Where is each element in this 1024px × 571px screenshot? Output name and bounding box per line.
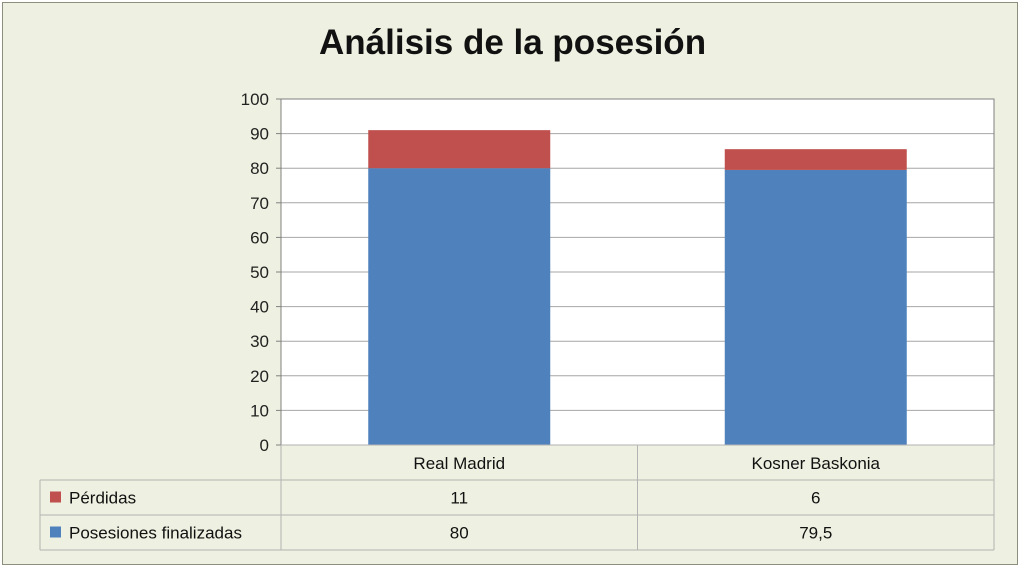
y-tick-label: 100 — [241, 90, 269, 109]
y-tick-label: 90 — [250, 125, 269, 144]
y-tick-label: 70 — [250, 194, 269, 213]
y-tick-label: 80 — [250, 159, 269, 178]
bar — [724, 149, 907, 170]
bar — [368, 168, 551, 445]
table-value: 79,5 — [799, 524, 832, 543]
legend-series-name: Posesiones finalizadas — [69, 524, 242, 543]
table-value: 11 — [450, 489, 468, 508]
y-tick-label: 30 — [250, 332, 269, 351]
table-value: 80 — [450, 524, 469, 543]
bar — [368, 130, 551, 169]
legend-series-name: Pérdidas — [69, 489, 136, 508]
y-tick-label: 40 — [250, 298, 269, 317]
legend-swatch — [50, 526, 61, 538]
y-tick-label: 20 — [250, 367, 269, 386]
category-label: Kosner Baskonia — [751, 454, 880, 473]
y-tick-label: 10 — [250, 401, 269, 420]
y-tick-label: 60 — [250, 228, 269, 247]
table-value: 6 — [811, 489, 820, 508]
y-tick-label: 0 — [260, 436, 269, 455]
chart-frame: Análisis de la posesión 0 10 20 30 40 50 60 70 8… — [2, 2, 1018, 565]
y-tick-label: 50 — [250, 263, 269, 282]
bar — [724, 169, 907, 445]
chart-title: Análisis de la posesión — [319, 23, 707, 62]
category-label: Real Madrid — [413, 454, 505, 473]
chart-svg: 0 10 20 30 40 50 60 70 80 90 100 Real Madrid Kosner … — [39, 90, 995, 551]
legend-swatch — [50, 491, 61, 503]
